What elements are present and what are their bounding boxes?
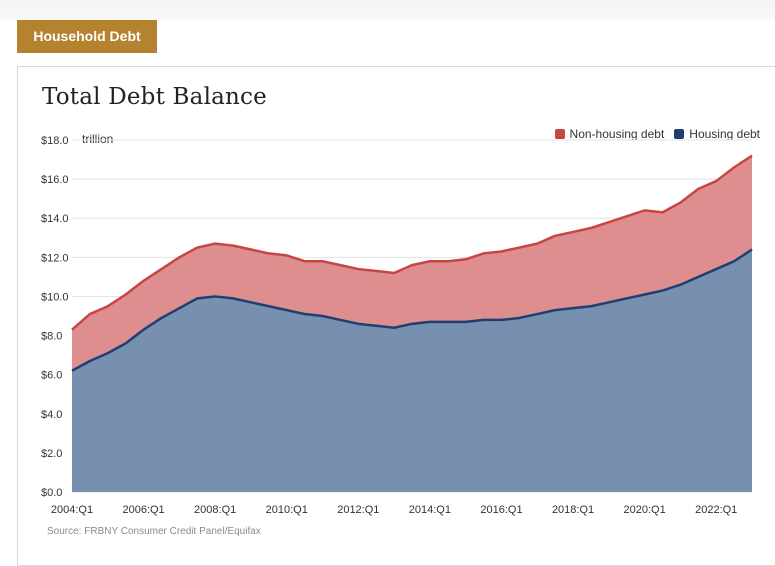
y-tick-label: $12.0 bbox=[41, 252, 69, 264]
y-tick-label: $8.0 bbox=[41, 331, 62, 343]
series-line-housing bbox=[71, 248, 753, 372]
chart-title: Total Debt Balance bbox=[42, 84, 267, 110]
unit-label: trillion bbox=[82, 132, 114, 146]
x-tick-label: 2004:Q1 bbox=[51, 504, 93, 516]
x-tick-label: 2008:Q1 bbox=[194, 504, 236, 516]
y-tick-label: $0.0 bbox=[41, 487, 62, 499]
y-tick-label: $14.0 bbox=[41, 213, 69, 225]
y-tick-label: $16.0 bbox=[41, 174, 69, 186]
legend-swatch-non-housing bbox=[554, 129, 565, 139]
x-tick-label: 2014:Q1 bbox=[409, 504, 451, 516]
series-area-non-housing bbox=[72, 155, 752, 371]
y-tick-label: $4.0 bbox=[41, 409, 62, 421]
legend-housing[interactable]: Housing debt bbox=[674, 127, 760, 141]
x-tick-label: 2016:Q1 bbox=[480, 504, 522, 516]
series-area-housing bbox=[72, 249, 752, 492]
x-tick-label: 2012:Q1 bbox=[337, 504, 379, 516]
legend-swatch-housing bbox=[674, 129, 685, 139]
x-tick-label: 2022:Q1 bbox=[695, 504, 737, 516]
y-tick-label: $18.0 bbox=[41, 135, 69, 147]
y-tick-label: $10.0 bbox=[41, 291, 69, 303]
x-tick-label: 2018:Q1 bbox=[552, 504, 594, 516]
legend-non-housing[interactable]: Non-housing debt bbox=[554, 127, 665, 141]
x-tick-label: 2010:Q1 bbox=[266, 504, 308, 516]
y-tick-label: $6.0 bbox=[41, 370, 62, 382]
legend: Non-housing debt Housing debt bbox=[545, 127, 760, 141]
series-line-non-housing bbox=[71, 154, 753, 331]
household-debt-tab[interactable]: Household Debt bbox=[17, 20, 157, 53]
legend-label-non-housing: Non-housing debt bbox=[569, 127, 665, 141]
legend-label-housing: Housing debt bbox=[689, 127, 760, 141]
source-note: Source: FRBNY Consumer Credit Panel/Equi… bbox=[47, 526, 261, 537]
x-tick-label: 2006:Q1 bbox=[122, 504, 164, 516]
x-tick-label: 2020:Q1 bbox=[624, 504, 666, 516]
top-strip bbox=[0, 0, 775, 20]
y-tick-label: $2.0 bbox=[41, 448, 62, 460]
